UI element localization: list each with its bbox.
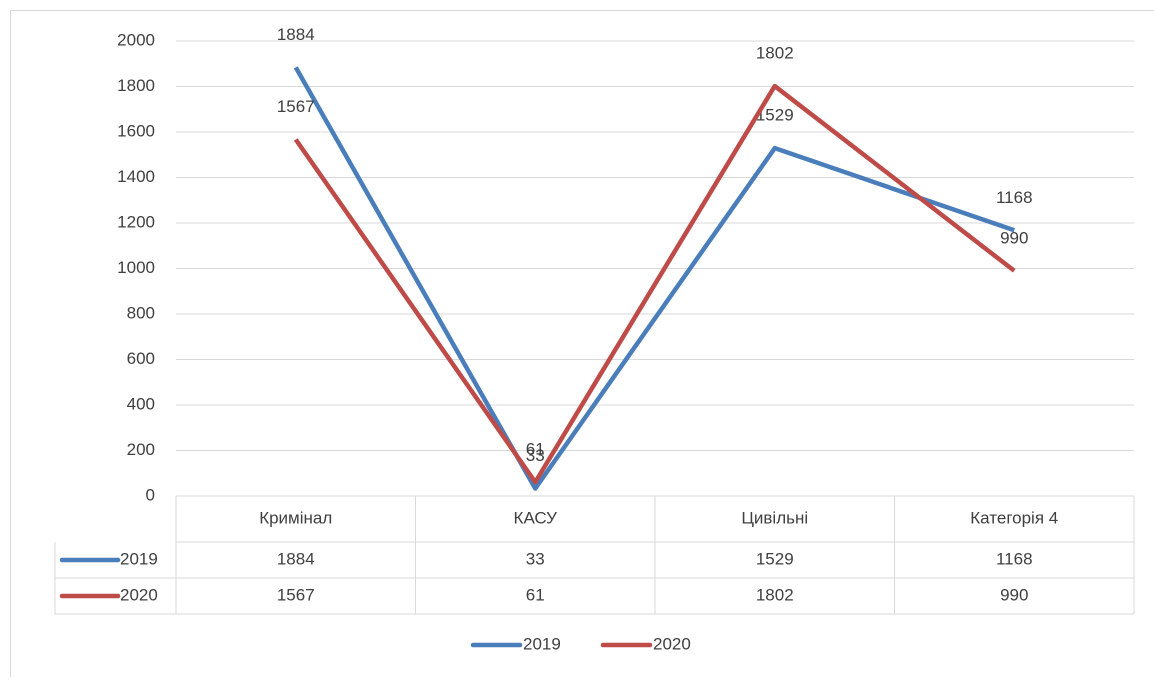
- series-line: [296, 67, 1015, 488]
- y-tick-label: 200: [127, 440, 155, 459]
- y-tick-label: 1000: [117, 258, 155, 277]
- data-label: 1884: [277, 25, 315, 44]
- y-tick-label: 1800: [117, 76, 155, 95]
- legend-label: 2020: [653, 634, 691, 653]
- data-label: 61: [526, 440, 545, 459]
- table-cell: 61: [526, 585, 545, 604]
- y-tick-label: 0: [146, 485, 155, 504]
- x-tick-label: Кримінал: [259, 508, 332, 527]
- y-tick-label: 800: [127, 303, 155, 322]
- table-cell: 1529: [756, 549, 794, 568]
- data-label: 990: [1000, 228, 1028, 247]
- data-label: 1168: [996, 188, 1033, 207]
- y-tick-label: 2000: [117, 30, 155, 49]
- table-cell: 33: [526, 549, 545, 568]
- x-tick-label: КАСУ: [514, 508, 558, 527]
- legend-label: 2019: [523, 634, 561, 653]
- table-cell: 1567: [277, 585, 315, 604]
- data-label: 1802: [756, 44, 794, 63]
- table-row-header: 2019: [120, 549, 158, 568]
- table-cell: 990: [1000, 585, 1028, 604]
- table-cell: 1802: [756, 585, 794, 604]
- x-tick-label: Цивільні: [741, 508, 808, 527]
- y-tick-label: 1200: [117, 212, 155, 231]
- table-cell: 1884: [277, 549, 315, 568]
- y-tick-label: 400: [127, 394, 155, 413]
- y-tick-label: 1400: [117, 167, 155, 186]
- table-row-header: 2020: [120, 585, 158, 604]
- y-tick-label: 1600: [117, 121, 155, 140]
- chart-frame: [11, 11, 1154, 678]
- x-tick-label: Категорія 4: [970, 508, 1058, 527]
- series-line: [296, 86, 1015, 482]
- data-label: 1567: [277, 97, 315, 116]
- y-tick-label: 600: [127, 349, 155, 368]
- table-cell: 1168: [996, 549, 1033, 568]
